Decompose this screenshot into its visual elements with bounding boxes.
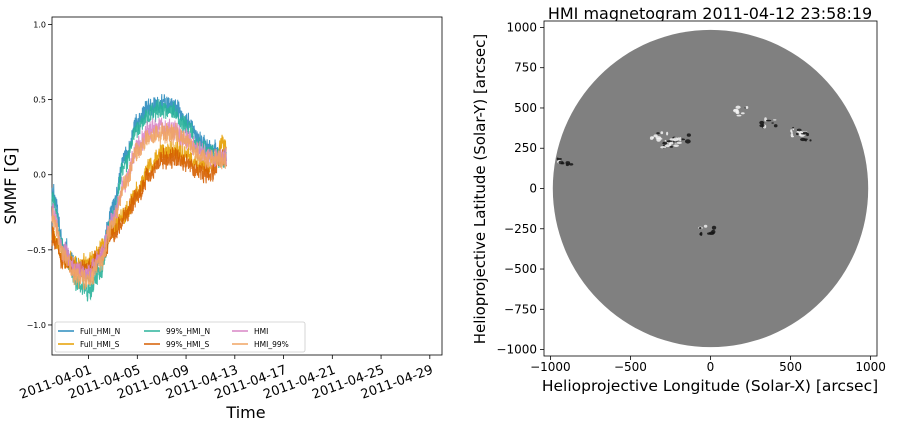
magnetic-feature xyxy=(765,119,772,122)
magnetic-feature xyxy=(669,141,674,145)
smmf-y-tick-label: 0.5 xyxy=(33,96,46,105)
smmf-y-axis-label: SMMF [G] xyxy=(1,148,20,225)
smmf-legend-label: HMI xyxy=(254,327,268,336)
solar-disk xyxy=(552,29,869,348)
magnetogram-y-tick-label: 750 xyxy=(514,61,537,75)
magnetic-feature xyxy=(773,119,777,121)
smmf-legend: Full_HMI_N Full_HMI_S 99%_HMI_N 99%_HMI_S HM… xyxy=(54,321,306,353)
magnetogram-x-tick-label: 1000 xyxy=(855,360,886,374)
magnetogram-y-tick-label: 0 xyxy=(529,182,537,196)
magnetogram-x-tick-label: 0 xyxy=(707,360,715,374)
smmf-y-tick-label: 0.0 xyxy=(33,171,46,180)
magnetic-feature xyxy=(565,163,570,167)
magnetogram-title: HMI magnetogram 2011-04-12 23:58:19 xyxy=(548,4,872,23)
magnetic-feature xyxy=(795,132,799,136)
magnetic-feature xyxy=(558,158,562,160)
magnetic-feature xyxy=(656,132,660,135)
magnetic-feature xyxy=(560,162,565,165)
magnetic-feature xyxy=(660,146,667,149)
magnetogram-x-axis-label: Helioprojective Longitude (Solar-X) [arc… xyxy=(542,377,878,395)
magnetic-feature xyxy=(708,231,715,235)
magnetic-feature xyxy=(711,225,717,230)
smmf-y-tick-label: −1.0 xyxy=(27,321,46,330)
smmf-y-tick-label: 1.0 xyxy=(33,21,46,30)
magnetic-feature xyxy=(660,131,664,135)
magnetic-feature xyxy=(665,144,671,148)
magnetic-feature xyxy=(679,137,682,142)
magnetogram-x-tick-label: −1000 xyxy=(530,360,571,374)
magnetic-feature xyxy=(735,110,740,115)
magnetic-feature xyxy=(699,232,702,236)
magnetogram-y-tick-label: −1000 xyxy=(496,343,537,357)
smmf-legend-label: 99%_HMI_N xyxy=(166,327,210,336)
magnetic-feature xyxy=(735,105,741,109)
smmf-legend-label: 99%_HMI_S xyxy=(166,340,209,349)
magnetic-feature xyxy=(740,112,745,115)
magnetic-feature xyxy=(759,120,765,125)
magnetic-feature xyxy=(698,226,702,230)
magnetic-feature xyxy=(666,131,669,136)
magnetogram-x-tick-label: 500 xyxy=(779,360,802,374)
magnetic-feature xyxy=(669,138,675,141)
magnetic-feature xyxy=(800,133,806,135)
smmf-legend-label: Full_HMI_S xyxy=(80,340,120,349)
magnetogram-chart: HMI magnetogram 2011-04-12 23:58:19 −100… xyxy=(471,4,886,395)
magnetogram-y-tick-label: 500 xyxy=(514,101,537,115)
magnetic-feature xyxy=(660,137,663,140)
magnetic-feature xyxy=(745,106,749,109)
magnetogram-y-ticks: −1000 −750 −500 −250 0 250 500 750 1000 xyxy=(496,20,544,357)
magnetic-feature xyxy=(673,144,679,147)
magnetic-feature xyxy=(790,129,793,133)
magnetic-feature xyxy=(703,224,708,228)
magnetic-feature xyxy=(736,114,742,117)
smmf-legend-label: Full_HMI_N xyxy=(80,327,120,336)
magnetogram-y-tick-label: −500 xyxy=(504,262,537,276)
magnetic-feature xyxy=(790,133,794,137)
magnetic-feature xyxy=(656,137,661,142)
smmf-y-tick-label: −0.5 xyxy=(27,246,46,255)
magnetic-feature xyxy=(792,126,795,129)
magnetic-feature xyxy=(759,124,765,128)
smmf-legend-label: HMI_99% xyxy=(254,340,289,349)
magnetogram-x-ticks: −1000 −500 0 500 1000 xyxy=(530,356,886,374)
smmf-y-ticks: −1.0 −0.5 0.0 0.5 1.0 xyxy=(27,21,52,330)
smmf-x-axis-label: Time xyxy=(225,403,265,422)
magnetic-feature xyxy=(676,141,682,144)
magnetic-feature xyxy=(673,137,679,142)
smmf-x-ticks: 2011-04-012011-04-052011-04-092011-04-13… xyxy=(18,355,435,403)
magnetogram-y-tick-label: 250 xyxy=(514,141,537,155)
magnetic-feature xyxy=(556,157,559,161)
magnetic-feature xyxy=(669,145,674,148)
magnetic-feature xyxy=(800,137,806,142)
magnetogram-y-axis-label: Helioprojective Latitude (Solar-Y) [arcs… xyxy=(471,34,489,344)
magnetogram-x-tick-label: −500 xyxy=(614,360,647,374)
smmf-series-line xyxy=(51,117,227,283)
magnetogram-y-tick-label: 1000 xyxy=(506,20,537,34)
magnetic-feature xyxy=(771,122,774,124)
magnetic-feature xyxy=(809,139,812,142)
magnetic-feature xyxy=(684,139,691,144)
magnetic-feature xyxy=(796,128,802,132)
smmf-series-line xyxy=(51,122,227,290)
magnetic-feature xyxy=(686,133,691,137)
smmf-chart: −1.0 −0.5 0.0 0.5 1.0 2011-04-012011-04-0520… xyxy=(1,16,443,422)
magnetogram-y-tick-label: −750 xyxy=(504,302,537,316)
smmf-plot-frame xyxy=(51,16,443,356)
magnetic-feature xyxy=(773,124,778,128)
magnetic-feature xyxy=(568,163,574,166)
magnetogram-image xyxy=(544,21,877,356)
magnetogram-y-tick-label: −250 xyxy=(504,222,537,236)
magnetic-feature xyxy=(651,136,655,139)
magnetic-feature xyxy=(662,141,668,145)
magnetic-feature xyxy=(653,134,658,138)
smmf-series-group xyxy=(51,94,227,302)
